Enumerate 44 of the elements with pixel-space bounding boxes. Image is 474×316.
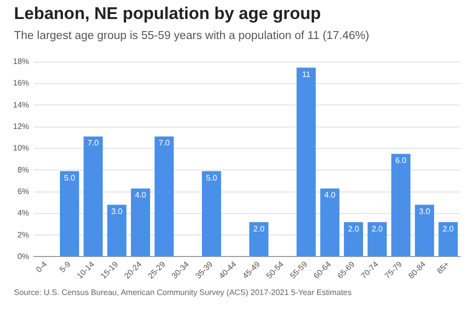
y-tick-label: 12% — [12, 122, 30, 131]
y-tick-label: 4% — [17, 208, 30, 218]
source-note: Source: U.S. Census Bureau, American Community Survey (ACS) 2017-2021 5-Year Estimates — [14, 288, 352, 297]
bar — [84, 136, 103, 256]
annotation: 7.0 — [158, 138, 170, 148]
bar — [107, 204, 126, 256]
annotation: 11 — [302, 70, 311, 79]
chart-title: Lebanon, NE population by age group — [14, 4, 321, 24]
y-tick-label: 8% — [17, 165, 30, 174]
annotation: 4.0 — [324, 190, 336, 200]
bar — [368, 222, 387, 256]
annotation: 7.0 — [88, 138, 100, 148]
bar — [249, 222, 268, 256]
bar — [154, 136, 174, 256]
x-tick-label: 0-4 — [34, 259, 50, 274]
annotation: 3.0 — [418, 206, 431, 216]
y-tick-label: 18% — [12, 57, 30, 66]
annotation: 2.0 — [348, 224, 360, 234]
y-tick-label: 0% — [17, 252, 30, 261]
bar — [296, 68, 316, 256]
annotation: 2.0 — [442, 224, 454, 234]
bar — [344, 222, 364, 256]
annotation: 5.0 — [64, 173, 76, 182]
bar — [391, 154, 410, 256]
annotation: 2.0 — [372, 224, 384, 234]
annotation: 6.0 — [395, 156, 407, 166]
x-tick-label: 5-9 — [58, 259, 73, 274]
annotation: 2.0 — [253, 224, 265, 234]
annotation: 5.0 — [206, 173, 218, 182]
bar — [60, 171, 80, 256]
bar — [414, 204, 434, 256]
bar — [130, 188, 150, 256]
x-tick-label: 85+ — [435, 260, 452, 276]
y-tick-label: 6% — [17, 186, 30, 196]
bar — [438, 222, 458, 256]
bar — [202, 171, 222, 256]
annotation: 4.0 — [134, 190, 147, 200]
annotation: 3.0 — [111, 206, 123, 216]
y-tick-label: 16% — [12, 78, 30, 88]
bar — [320, 188, 340, 256]
y-tick-label: 14% — [12, 100, 30, 110]
chart-subtitle: The largest age group is 55-59 years with a population of 11 (17.46%) — [14, 30, 370, 42]
y-tick-label: 10% — [12, 144, 30, 153]
y-tick-label: 2% — [17, 230, 30, 240]
